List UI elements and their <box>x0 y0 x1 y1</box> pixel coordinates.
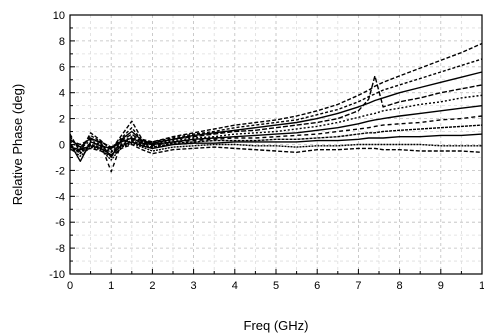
y-tick-label: -2 <box>55 165 65 177</box>
x-tick-label: 4 <box>232 280 238 292</box>
x-tick-label: 1 <box>479 280 484 292</box>
x-tick-label: 9 <box>438 280 444 292</box>
y-axis-label: Relative Phase (deg) <box>10 84 25 205</box>
x-tick-labels: 0 1 2 3 4 5 6 7 8 9 1 <box>67 280 484 292</box>
x-tick-label: 5 <box>273 280 279 292</box>
series-line <box>69 124 483 155</box>
data-series <box>69 42 483 173</box>
y-tick-labels: 10 8 6 4 2 0 -2 -4 -6 -8 -10 <box>49 10 65 281</box>
y-tick-label: 2 <box>59 114 65 126</box>
y-tick-label: 10 <box>53 10 65 22</box>
x-tick-label: 3 <box>191 280 197 292</box>
series-line <box>69 142 482 161</box>
x-axis-label: Freq (GHz) <box>244 318 309 333</box>
y-tick-label: 6 <box>59 62 65 74</box>
y-tick-label: 4 <box>59 88 65 100</box>
grid-lines <box>70 15 482 274</box>
series-line <box>69 42 483 153</box>
series-line <box>69 105 483 162</box>
x-tick-label: 8 <box>397 280 403 292</box>
y-tick-label: -8 <box>55 243 65 255</box>
y-tick-label: 0 <box>59 140 65 152</box>
series-line <box>69 133 483 156</box>
x-tick-label: 1 <box>108 280 114 292</box>
y-tick-label: -4 <box>55 191 65 203</box>
series-line <box>69 143 483 157</box>
x-tick-label: 7 <box>355 280 361 292</box>
series-line <box>69 75 483 148</box>
y-tick-label: 8 <box>59 36 65 48</box>
axis-ticks <box>69 14 483 275</box>
series-line <box>69 94 483 152</box>
y-tick-label: -6 <box>55 217 65 229</box>
x-tick-label: 0 <box>67 280 73 292</box>
x-tick-label: 6 <box>314 280 320 292</box>
x-tick-label: 2 <box>149 280 155 292</box>
y-tick-label: -10 <box>49 269 65 281</box>
series-line <box>69 115 483 173</box>
